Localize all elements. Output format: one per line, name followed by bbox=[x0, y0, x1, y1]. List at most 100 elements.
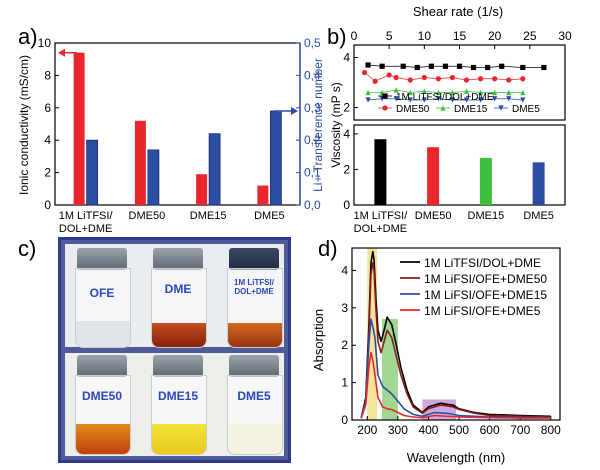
left-axis-arrow-head bbox=[58, 48, 65, 57]
y-tick-label: 4 bbox=[341, 263, 348, 277]
legend-label: DME50 bbox=[396, 104, 430, 115]
data-point bbox=[382, 105, 388, 111]
panel-a-x-label: DME15 bbox=[190, 210, 227, 222]
panel-b-ylabel: Viscosity (mP s) bbox=[329, 82, 343, 168]
legend-label: DME5 bbox=[512, 104, 540, 115]
vial-label-dme15: DME15 bbox=[157, 389, 198, 403]
data-point bbox=[379, 63, 385, 69]
data-point bbox=[520, 97, 526, 103]
y-tick-label: 1 bbox=[341, 376, 348, 390]
right-tick-label: 0,3 bbox=[304, 101, 321, 115]
viscosity-bar bbox=[374, 139, 387, 205]
absorption-series-line bbox=[360, 351, 551, 419]
legend-label: 1M LiTFSI/DOL+DME bbox=[396, 92, 494, 103]
transference-bar bbox=[86, 139, 99, 206]
data-point bbox=[463, 77, 470, 83]
left-tick-label: 8 bbox=[44, 68, 51, 82]
viscosity-bar bbox=[532, 162, 545, 205]
legend-label: DME15 bbox=[454, 104, 488, 115]
left-tick-label: 6 bbox=[44, 101, 51, 115]
data-point bbox=[478, 97, 484, 103]
panel-d-xlabel: Wavelength (nm) bbox=[407, 450, 506, 465]
lower-y-tick-label: 0 bbox=[343, 198, 350, 212]
data-point bbox=[449, 74, 456, 81]
panel-b-lower-frame bbox=[353, 124, 566, 206]
panel-a-x-label: 1M LiTFSI/ bbox=[59, 210, 114, 222]
vial-cap bbox=[77, 248, 127, 270]
absorption-series-line bbox=[360, 262, 551, 419]
vial-ofe: OFE bbox=[73, 248, 131, 348]
data-point bbox=[361, 69, 368, 76]
data-point bbox=[520, 89, 526, 96]
lower-y-tick-label: 4 bbox=[343, 127, 350, 141]
data-point bbox=[492, 76, 498, 82]
viscosity-series-line bbox=[368, 98, 523, 101]
upper-y-tick-label: 2 bbox=[343, 101, 350, 115]
x-tick-label: 400 bbox=[418, 423, 438, 437]
data-point bbox=[435, 89, 441, 96]
data-point bbox=[393, 74, 399, 81]
panel-a-label: a) bbox=[18, 24, 38, 49]
vial-glass bbox=[75, 375, 131, 455]
conductivity-bar bbox=[257, 185, 269, 205]
legend-label: 1M LiTFSI/DOL+DME bbox=[424, 256, 541, 270]
right-tick-label: 0,1 bbox=[304, 166, 321, 180]
data-point bbox=[386, 72, 392, 78]
x-tick-label: 700 bbox=[510, 423, 530, 437]
data-point bbox=[520, 76, 526, 82]
vial-glass bbox=[227, 268, 283, 348]
viscosity-series-line bbox=[368, 89, 523, 93]
data-point bbox=[492, 96, 498, 102]
lower-y-tick-label: 2 bbox=[343, 162, 350, 176]
data-point bbox=[440, 105, 446, 111]
data-point bbox=[414, 64, 420, 71]
legend-label: 1M LiFSI/OFE+DME15 bbox=[424, 288, 547, 302]
vial-glass bbox=[151, 268, 207, 348]
conductivity-bar bbox=[196, 174, 208, 205]
panel-d-ylabel: Absorption bbox=[311, 309, 326, 371]
panel-b-x-label: DME5 bbox=[523, 210, 554, 222]
viscosity-series-line bbox=[368, 64, 544, 68]
vial-dol-dme: 1M LiTFSI/ DOL+DME bbox=[225, 248, 283, 348]
panel-d-plot: 200 300 400 500 600 700 800 0 1 2 3 4 1M LiTFSI/DOL+… bbox=[341, 247, 561, 437]
panel-b-x-label: DME50 bbox=[415, 210, 452, 222]
data-point bbox=[499, 63, 505, 69]
panel-a-plot: 0 2 4 6 8 10 0,0 0,1 0,2 0,3 0,4 0,5 1M LiTFSI/DOL+D… bbox=[38, 36, 321, 235]
data-point bbox=[407, 77, 413, 83]
data-point bbox=[382, 93, 388, 99]
panel-a-x-label: DOL+DME bbox=[59, 223, 113, 235]
vials-photo: OFE DME 1M LiTFSI/ DOL+DME DME50 DME15 D… bbox=[58, 237, 291, 463]
absorption-series-line bbox=[360, 250, 551, 419]
data-point bbox=[506, 89, 512, 96]
data-point bbox=[463, 97, 470, 103]
vial-dme: DME bbox=[149, 248, 207, 348]
top-tick-label: 5 bbox=[386, 29, 393, 43]
right-tick-label: 0,5 bbox=[304, 36, 321, 50]
data-point bbox=[407, 89, 413, 96]
vial-cap bbox=[153, 248, 203, 270]
vial-cap bbox=[77, 355, 127, 377]
vials-row-bottom: DME50 DME15 DME5 bbox=[65, 353, 284, 456]
x-tick-label: 300 bbox=[388, 423, 408, 437]
data-point bbox=[478, 89, 484, 96]
data-point bbox=[470, 64, 477, 71]
right-tick-label: 0,2 bbox=[304, 133, 321, 147]
y-tick-label: 3 bbox=[341, 301, 348, 315]
data-point bbox=[421, 97, 427, 103]
data-point bbox=[372, 78, 378, 84]
vial-label-ofe: OFE bbox=[89, 286, 115, 300]
transference-bar bbox=[269, 110, 282, 206]
panel-d-label: d) bbox=[318, 236, 338, 261]
top-tick-label: 20 bbox=[488, 29, 502, 43]
left-tick-label: 10 bbox=[38, 36, 52, 50]
right-tick-label: 0,4 bbox=[304, 68, 321, 82]
x-tick-label: 500 bbox=[449, 423, 469, 437]
vial-glass bbox=[227, 375, 283, 455]
absorption-series-line bbox=[360, 318, 551, 419]
vial-label-dme50: DME50 bbox=[81, 389, 122, 403]
data-point bbox=[498, 105, 504, 111]
data-point bbox=[485, 64, 491, 71]
data-point bbox=[435, 76, 441, 82]
right-axis-arrow-head bbox=[291, 107, 298, 116]
